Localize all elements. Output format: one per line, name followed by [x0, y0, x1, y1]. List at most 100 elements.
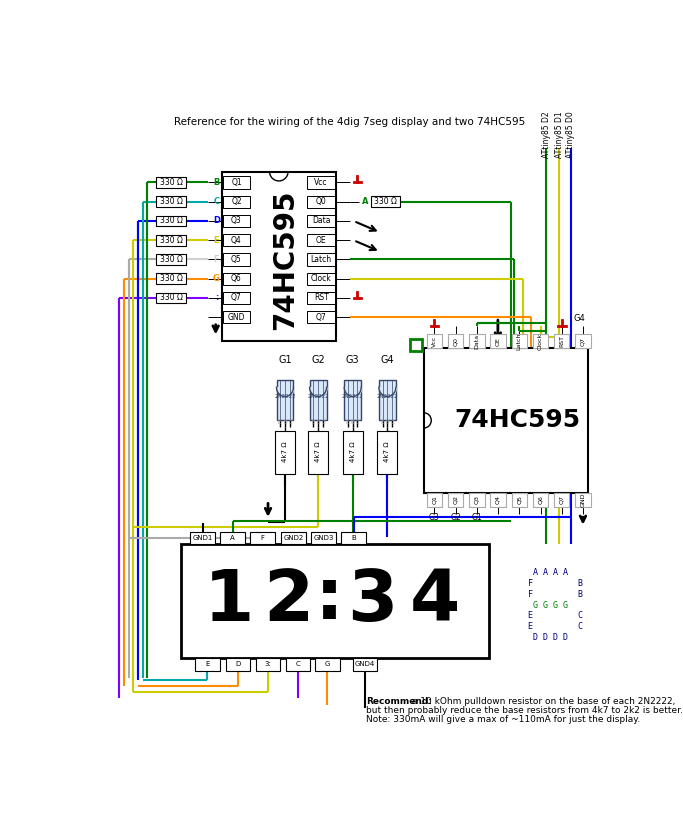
Text: D D D D: D D D D: [527, 633, 568, 642]
Text: A: A: [230, 535, 235, 541]
Text: E: E: [214, 236, 219, 244]
Bar: [307, 195, 335, 208]
Text: G3: G3: [346, 354, 359, 364]
Text: 74HC595: 74HC595: [454, 409, 580, 432]
Text: Q5: Q5: [231, 255, 242, 264]
Text: F         B: F B: [527, 579, 583, 588]
Bar: [307, 176, 335, 188]
Text: Q3: Q3: [474, 495, 479, 505]
Text: 330 Ω: 330 Ω: [160, 217, 182, 225]
Bar: [156, 215, 186, 226]
Text: 2N2222: 2N2222: [307, 394, 329, 399]
Text: Clock: Clock: [538, 333, 543, 349]
Text: Latch: Latch: [311, 255, 332, 264]
Bar: [490, 334, 505, 348]
Text: 330 Ω: 330 Ω: [160, 178, 182, 187]
Bar: [427, 493, 442, 506]
Text: 3: 3: [347, 567, 398, 636]
Bar: [469, 334, 484, 348]
Bar: [156, 274, 186, 284]
Text: G: G: [213, 274, 220, 284]
Text: Q7: Q7: [231, 294, 242, 303]
Text: G1: G1: [471, 513, 482, 522]
Bar: [156, 254, 186, 265]
Text: Q0: Q0: [453, 337, 458, 345]
Text: 330 Ω: 330 Ω: [160, 255, 182, 264]
Text: Q1: Q1: [432, 495, 437, 504]
Text: Q4: Q4: [496, 495, 501, 505]
Bar: [221, 532, 245, 545]
Bar: [307, 234, 335, 246]
Bar: [281, 532, 306, 545]
Text: 4k7 Ω: 4k7 Ω: [282, 442, 288, 462]
Bar: [512, 493, 527, 506]
Text: F: F: [214, 255, 219, 264]
Bar: [195, 658, 219, 671]
Bar: [533, 334, 548, 348]
Text: but then probably reduce the base resistors from 4k7 to 2k2 is better.: but then probably reduce the base resist…: [366, 706, 683, 715]
Text: Q6: Q6: [538, 495, 543, 504]
Text: 330 Ω: 330 Ω: [160, 236, 182, 244]
Text: B: B: [213, 178, 220, 187]
Bar: [307, 292, 335, 304]
Bar: [352, 658, 378, 671]
Text: A: A: [362, 197, 368, 206]
Text: G2: G2: [450, 513, 461, 522]
Bar: [469, 493, 484, 506]
Text: OE: OE: [496, 337, 501, 345]
Text: 330 Ω: 330 Ω: [160, 294, 182, 303]
Bar: [307, 215, 335, 227]
Text: GND4: GND4: [355, 661, 375, 667]
Text: GND2: GND2: [283, 535, 303, 541]
Text: G2: G2: [311, 354, 325, 364]
Text: Data: Data: [312, 217, 331, 225]
Text: Q7: Q7: [559, 495, 564, 505]
Text: :: :: [315, 565, 344, 635]
Text: E         C: E C: [527, 611, 583, 620]
Bar: [490, 493, 505, 506]
Text: Q7: Q7: [581, 337, 585, 345]
Text: ATtiny85 D0: ATtiny85 D0: [566, 112, 575, 158]
Text: Vcc: Vcc: [314, 178, 328, 187]
Bar: [311, 532, 336, 545]
Bar: [251, 532, 275, 545]
Text: 4k7 Ω: 4k7 Ω: [350, 442, 356, 462]
Bar: [423, 348, 587, 493]
Bar: [308, 431, 328, 474]
Text: E: E: [278, 420, 281, 425]
Bar: [378, 431, 398, 474]
Bar: [344, 379, 361, 420]
Text: a 10 kOhm pulldown resistor on the base of each 2N2222,: a 10 kOhm pulldown resistor on the base …: [409, 697, 675, 706]
Bar: [223, 273, 251, 285]
Text: G4: G4: [380, 354, 394, 364]
Text: Q0: Q0: [316, 197, 326, 206]
Text: B: B: [386, 420, 389, 425]
Text: Q5: Q5: [517, 495, 522, 504]
Bar: [222, 172, 336, 341]
Bar: [156, 177, 186, 188]
Text: A A A A: A A A A: [527, 568, 568, 577]
Bar: [275, 431, 295, 474]
Text: Q6: Q6: [231, 274, 242, 284]
Bar: [223, 195, 251, 208]
Bar: [427, 334, 442, 348]
Text: 1: 1: [204, 567, 254, 636]
Bar: [191, 532, 215, 545]
Text: 330 Ω: 330 Ω: [160, 274, 182, 284]
Text: E: E: [346, 420, 349, 425]
Bar: [448, 334, 463, 348]
Bar: [307, 273, 335, 285]
Bar: [533, 493, 548, 506]
Bar: [512, 334, 527, 348]
Text: D: D: [236, 661, 240, 667]
Bar: [223, 292, 251, 304]
Bar: [343, 431, 363, 474]
Text: C: C: [288, 420, 292, 425]
Text: B: B: [351, 535, 356, 541]
Text: G: G: [324, 661, 330, 667]
Bar: [448, 493, 463, 506]
Text: C: C: [357, 420, 360, 425]
Text: :: :: [214, 294, 218, 303]
Bar: [379, 379, 396, 420]
Bar: [307, 254, 335, 266]
